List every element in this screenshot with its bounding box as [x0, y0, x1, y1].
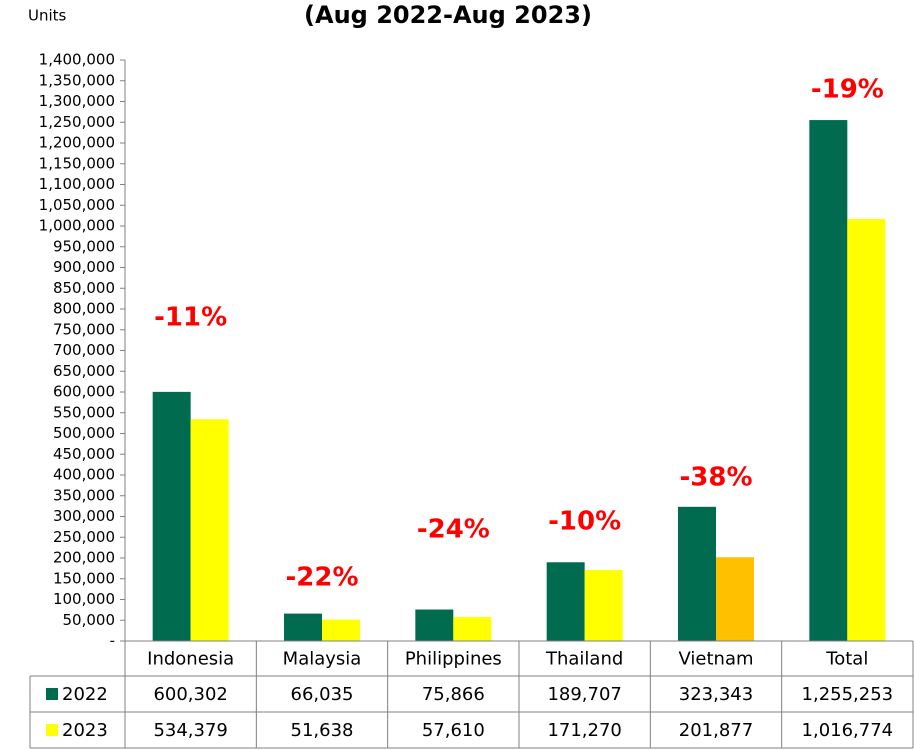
y-tick-label: 500,000 [53, 424, 115, 442]
y-tick-label: 150,000 [53, 569, 115, 587]
table-cell: 600,302 [153, 684, 227, 705]
change-label: -24% [417, 515, 490, 545]
y-tick-label: 550,000 [53, 403, 115, 421]
y-tick-label: 750,000 [53, 320, 115, 338]
table-cell: 171,270 [547, 720, 621, 741]
y-axis-label: Units [28, 7, 67, 25]
y-tick-label: 400,000 [53, 466, 115, 484]
table-cell: 51,638 [291, 720, 354, 741]
bar [678, 506, 716, 641]
y-tick-label: 1,150,000 [39, 154, 115, 172]
change-label: -11% [154, 303, 227, 333]
change-label: -38% [679, 463, 752, 493]
y-tick-label: 450,000 [53, 445, 115, 463]
y-tick-label: 250,000 [53, 528, 115, 546]
bar [847, 219, 886, 641]
x-tick-label: Vietnam [678, 649, 753, 670]
bar [453, 617, 492, 641]
bar [322, 619, 360, 641]
legend-label: 2023 [62, 720, 108, 741]
y-tick-label: 950,000 [53, 237, 115, 255]
table-cell: 57,610 [422, 720, 485, 741]
y-tick-label: 600,000 [53, 383, 115, 401]
bar [716, 557, 754, 641]
legend-swatch [46, 724, 58, 736]
y-tick-label: 300,000 [53, 507, 115, 525]
y-tick-label: 350,000 [53, 486, 115, 504]
y-tick-label: 650,000 [53, 362, 115, 380]
change-label: -19% [811, 75, 884, 105]
table-cell: 189,707 [547, 684, 621, 705]
x-tick-label: Philippines [405, 649, 502, 670]
change-label: -10% [548, 507, 621, 537]
x-tick-label: Thailand [545, 649, 623, 670]
y-tick-label: 1,200,000 [39, 134, 115, 152]
table-cell: 1,255,253 [802, 684, 894, 705]
table-cell: 1,016,774 [802, 720, 894, 741]
y-tick-label: 850,000 [53, 279, 115, 297]
legend-swatch [46, 688, 58, 700]
y-tick-label: 1,400,000 [39, 51, 115, 69]
bar [584, 569, 623, 641]
y-tick-label: 900,000 [53, 258, 115, 276]
x-tick-label: Malaysia [283, 649, 362, 670]
table-cell: 66,035 [291, 684, 354, 705]
y-tick-label: 200,000 [53, 549, 115, 567]
x-tick-label: Total [825, 649, 868, 670]
table-cell: 75,866 [422, 684, 485, 705]
change-label: -22% [285, 563, 358, 593]
table-cell: 534,379 [153, 720, 227, 741]
bar [415, 609, 454, 641]
y-tick-label: 1,250,000 [39, 113, 115, 131]
legend-label: 2022 [62, 684, 108, 705]
y-tick-label: 50,000 [63, 611, 116, 629]
y-tick-label: 800,000 [53, 300, 115, 318]
table-cell: 323,343 [679, 684, 753, 705]
bar [809, 120, 848, 641]
y-tick-label: 1,050,000 [39, 196, 115, 214]
chart-title: (Aug 2022-Aug 2023) [304, 1, 592, 29]
y-tick-label: 1,000,000 [39, 217, 115, 235]
y-tick-label: 100,000 [53, 590, 115, 608]
bar [546, 562, 585, 641]
bar [190, 419, 229, 641]
y-tick-label: 700,000 [53, 341, 115, 359]
bar [152, 391, 191, 641]
table-cell: 201,877 [679, 720, 753, 741]
bar [284, 613, 322, 641]
x-tick-label: Indonesia [147, 649, 234, 670]
y-tick-label: 1,300,000 [39, 92, 115, 110]
y-tick-label: - [110, 632, 115, 650]
y-tick-label: 1,350,000 [39, 71, 115, 89]
y-tick-label: 1,100,000 [39, 175, 115, 193]
